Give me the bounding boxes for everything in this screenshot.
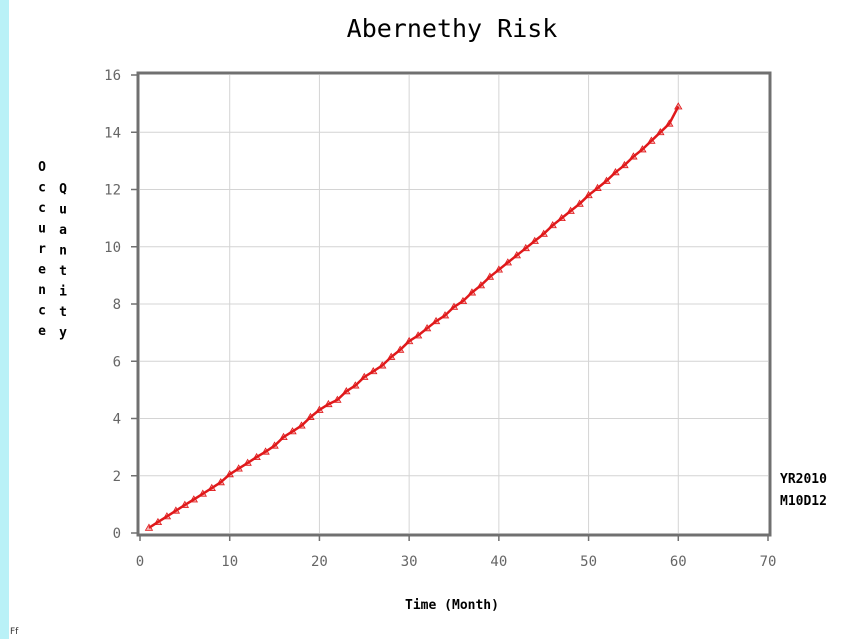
data-point bbox=[674, 102, 683, 110]
data-point bbox=[476, 281, 486, 289]
data-point bbox=[342, 387, 351, 395]
y-tick-label: 10 bbox=[104, 240, 121, 256]
data-point bbox=[234, 464, 243, 472]
x-tick-label: 60 bbox=[670, 554, 687, 570]
chart-frame: Abernethy Risk 0 10 20 30 40 50 60 70 0 2 4 6 8 10 12… bbox=[9, 0, 864, 639]
data-point bbox=[638, 145, 647, 153]
data-point bbox=[387, 352, 396, 360]
data-point bbox=[557, 213, 566, 222]
data-point bbox=[440, 311, 450, 319]
data-point bbox=[449, 302, 459, 310]
x-tick-label: 50 bbox=[580, 554, 597, 570]
y-tick-label: 8 bbox=[113, 297, 121, 313]
data-point bbox=[324, 399, 333, 408]
y-tick-label: 12 bbox=[104, 183, 121, 199]
data-point bbox=[216, 478, 225, 486]
y-tick-label: 2 bbox=[113, 469, 121, 485]
data-point bbox=[270, 441, 279, 449]
data-point bbox=[485, 272, 495, 280]
y-tick-label: 14 bbox=[104, 125, 121, 141]
date-month-day-label: M10D12 bbox=[780, 494, 827, 509]
data-point bbox=[153, 517, 163, 526]
data-point bbox=[288, 427, 297, 435]
data-point bbox=[369, 366, 378, 375]
data-point bbox=[521, 243, 530, 252]
data-point bbox=[575, 199, 584, 207]
x-tick-label: 10 bbox=[221, 554, 238, 570]
data-point bbox=[261, 447, 270, 455]
data-point bbox=[566, 206, 575, 214]
data-point bbox=[611, 168, 620, 176]
series-line bbox=[148, 105, 680, 529]
data-point bbox=[665, 119, 674, 127]
data-point bbox=[297, 421, 306, 429]
data-point bbox=[458, 296, 468, 305]
data-point bbox=[333, 395, 342, 403]
y-axis-ticks: 0 2 4 6 8 10 12 14 16 bbox=[104, 68, 139, 542]
data-point bbox=[395, 345, 405, 353]
x-tick-label: 30 bbox=[401, 554, 418, 570]
data-point bbox=[378, 361, 387, 369]
data-point bbox=[503, 258, 513, 266]
x-tick-label: 40 bbox=[490, 554, 507, 570]
data-point bbox=[225, 470, 234, 478]
data-point bbox=[413, 331, 423, 339]
chart-canvas: Abernethy Risk 0 10 20 30 40 50 60 70 0 2 4 6 8 10 12… bbox=[10, 14, 827, 637]
data-point bbox=[189, 495, 199, 503]
y-tick-label: 6 bbox=[113, 354, 121, 370]
y-tick-label: 16 bbox=[104, 68, 121, 84]
data-point bbox=[315, 405, 324, 413]
data-point bbox=[207, 483, 216, 491]
corner-mark: Ff bbox=[10, 627, 19, 637]
data-point bbox=[467, 288, 477, 296]
data-point bbox=[602, 176, 611, 184]
x-axis-ticks: 0 10 20 30 40 50 60 70 bbox=[136, 534, 777, 570]
date-year-label: YR2010 bbox=[780, 472, 827, 487]
data-point bbox=[539, 229, 548, 237]
x-tick-label: 70 bbox=[760, 554, 777, 570]
x-tick-label: 0 bbox=[136, 554, 144, 570]
data-point bbox=[431, 316, 441, 325]
data-point bbox=[620, 160, 629, 169]
data-point bbox=[647, 136, 656, 144]
data-point bbox=[279, 432, 288, 441]
data-point bbox=[422, 324, 432, 332]
y-tick-label: 0 bbox=[113, 526, 121, 542]
data-point bbox=[512, 251, 521, 259]
data-point bbox=[494, 265, 504, 273]
series-group bbox=[144, 102, 683, 531]
data-point bbox=[198, 489, 207, 497]
data-point bbox=[593, 183, 602, 191]
data-point bbox=[360, 372, 369, 380]
y-tick-label: 4 bbox=[113, 412, 121, 428]
data-point bbox=[144, 523, 154, 531]
data-point bbox=[629, 152, 638, 160]
grid-lines bbox=[140, 75, 768, 533]
data-point bbox=[162, 512, 172, 520]
data-point bbox=[584, 190, 593, 199]
data-point bbox=[252, 452, 261, 461]
data-point bbox=[351, 381, 360, 389]
data-point bbox=[656, 127, 665, 136]
data-point bbox=[171, 506, 181, 514]
x-tick-label: 20 bbox=[311, 554, 328, 570]
data-point bbox=[306, 412, 315, 420]
x-axis-label: Time (Month) bbox=[405, 598, 499, 613]
data-point bbox=[530, 236, 539, 244]
data-point bbox=[243, 458, 252, 466]
data-point bbox=[180, 500, 190, 508]
data-point bbox=[548, 220, 557, 229]
data-point bbox=[404, 336, 414, 345]
chart-title: Abernethy Risk bbox=[347, 14, 558, 43]
